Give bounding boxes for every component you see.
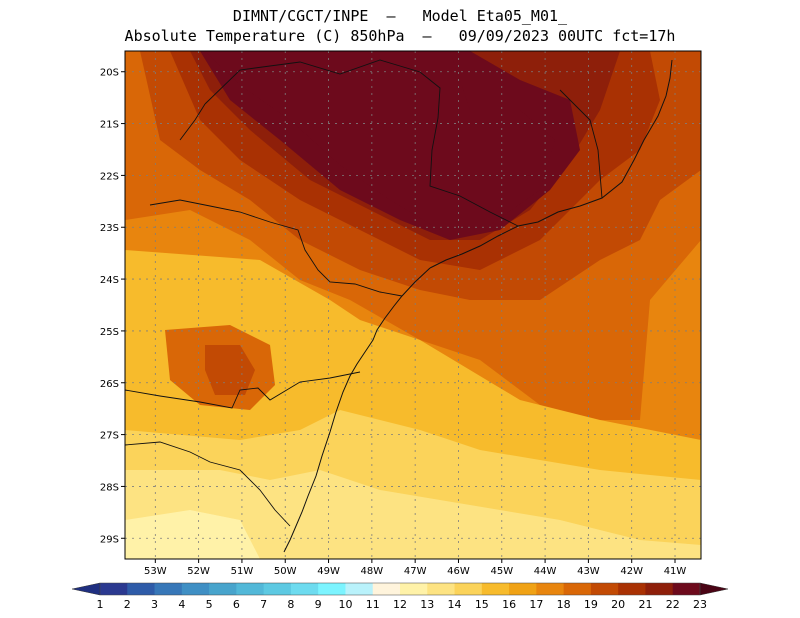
colorbar-label: 17: [529, 598, 543, 611]
temperature-field: [125, 51, 701, 559]
colorbar-arrow-high: [699, 582, 729, 596]
colorbar-swatch: [209, 583, 237, 595]
lon-tick-label: 50W: [274, 566, 297, 577]
colorbar-swatch: [645, 583, 674, 595]
colorbar-label: 14: [448, 598, 462, 611]
colorbar-label: 12: [393, 598, 407, 611]
colorbar-swatch: [400, 583, 428, 595]
latitude-ticks: 20S 21S 22S 23S 24S 25S 26S 27S 28S 29S: [100, 68, 125, 545]
colorbar-label: 9: [315, 598, 322, 611]
lon-tick-label: 53W: [144, 566, 167, 577]
longitude-ticks: 53W 52W 51W 50W 49W 48W 47W 46W 45W 44W 43W 42W 41W: [144, 559, 686, 577]
lat-tick-label: 23S: [100, 223, 119, 234]
lat-lon-grid: [125, 51, 701, 559]
lon-tick-label: 44W: [534, 566, 557, 577]
colorbar-swatch: [618, 583, 646, 595]
colorbar-label: 11: [366, 598, 380, 611]
colorbar-swatch: [563, 583, 592, 595]
colorbar-outline: [99, 582, 701, 596]
lat-tick-label: 27S: [100, 431, 119, 442]
lon-tick-label: 48W: [361, 566, 384, 577]
lat-tick-label: 24S: [100, 275, 119, 286]
colorbar-arrow-low: [71, 582, 101, 596]
lat-tick-label: 28S: [100, 482, 119, 493]
lon-tick-label: 41W: [664, 566, 687, 577]
colorbar-swatch: [672, 583, 701, 595]
colorbar-label: 6: [233, 598, 240, 611]
colorbar-label: 5: [206, 598, 213, 611]
colorbar-swatch: [127, 583, 156, 595]
lat-tick-label: 22S: [100, 171, 119, 182]
lon-tick-label: 52W: [187, 566, 210, 577]
colorbar-swatch: [536, 583, 565, 595]
lon-tick-label: 45W: [490, 566, 513, 577]
colorbar-swatch: [318, 583, 346, 595]
lon-tick-label: 49W: [317, 566, 340, 577]
colorbar-label: 19: [584, 598, 598, 611]
colorbar-swatch: [454, 583, 483, 595]
colorbar-swatch: [372, 583, 401, 595]
colorbar-swatch: [181, 583, 210, 595]
colorbar-label: 1: [97, 598, 104, 611]
colorbar-label: 2: [124, 598, 131, 611]
colorbar-label: 8: [287, 598, 294, 611]
lat-tick-label: 21S: [100, 120, 119, 131]
lon-tick-label: 42W: [620, 566, 643, 577]
colorbar-label: 21: [638, 598, 652, 611]
colorbar-swatch: [345, 583, 374, 595]
colorbar-swatch: [290, 583, 319, 595]
lat-tick-label: 20S: [100, 68, 119, 79]
colorbar-label: 4: [178, 598, 185, 611]
colorbar-swatch: [427, 583, 456, 595]
lat-tick-label: 26S: [100, 379, 119, 390]
colorbar-label: 22: [666, 598, 680, 611]
colorbar-swatch: [263, 583, 292, 595]
colorbar-label: 13: [420, 598, 434, 611]
colorbar: 1 2 3 4 5 6 7 8 9 10 11 12 13 14 15 16 17 18 19 20 21 22 23: [71, 582, 729, 611]
title-line-1: DIMNT/CGCT/INPE – Model Eta05_M01_: [232, 7, 568, 25]
temp-band-12: [125, 510, 260, 559]
colorbar-swatch: [154, 583, 183, 595]
coastline-borders: [125, 59, 673, 553]
colorbar-swatch: [590, 583, 619, 595]
map-frame: [124, 50, 702, 560]
colorbar-swatch: [236, 583, 265, 595]
colorbar-label: 18: [557, 598, 571, 611]
lon-tick-label: 47W: [404, 566, 427, 577]
lat-tick-label: 29S: [100, 534, 119, 545]
temp-band-23: [205, 51, 555, 230]
colorbar-swatch: [509, 583, 537, 595]
lon-tick-label: 51W: [231, 566, 254, 577]
colorbar-swatch: [481, 583, 510, 595]
lon-tick-label: 43W: [577, 566, 600, 577]
lon-tick-label: 46W: [447, 566, 470, 577]
colorbar-label: 23: [693, 598, 707, 611]
colorbar-label: 7: [260, 598, 267, 611]
temp-band-13: [125, 470, 701, 559]
colorbar-label: 16: [502, 598, 516, 611]
colorbar-label: 20: [611, 598, 625, 611]
colorbar-label: 10: [338, 598, 352, 611]
colorbar-swatch: [100, 583, 128, 595]
colorbar-label: 3: [151, 598, 158, 611]
colorbar-label: 15: [475, 598, 489, 611]
lat-tick-label: 25S: [100, 327, 119, 338]
title-line-2: Absolute Temperature (C) 850hPa – 09/09/…: [124, 27, 676, 45]
